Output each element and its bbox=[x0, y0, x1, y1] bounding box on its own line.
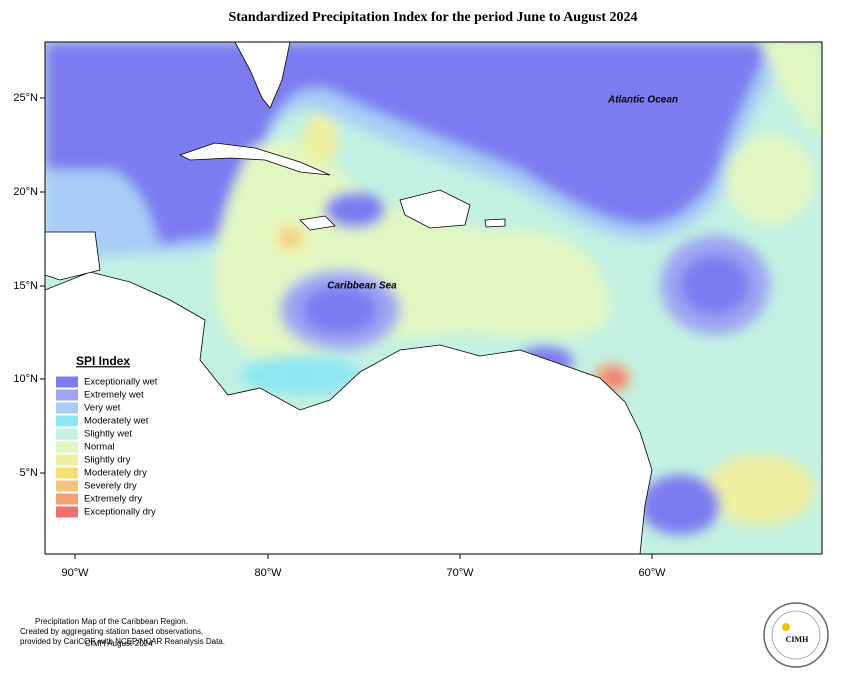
legend-swatch bbox=[56, 454, 78, 466]
logo-text: CIMH bbox=[786, 635, 809, 644]
legend-swatch bbox=[56, 441, 78, 453]
footer-line: provided by CariCOF, with NCEP/NCAR Rean… bbox=[20, 637, 225, 646]
lat-label: 10°N bbox=[13, 373, 38, 385]
legend-swatch bbox=[56, 480, 78, 492]
place-label: Atlantic Ocean bbox=[607, 95, 678, 106]
logo: CIMH bbox=[763, 602, 829, 668]
legend-swatch bbox=[56, 428, 78, 440]
legend-label: Severely dry bbox=[84, 481, 137, 492]
legend-label: Slightly wet bbox=[84, 429, 132, 440]
legend-label: Extremely dry bbox=[84, 494, 142, 505]
map-frame bbox=[44, 41, 823, 555]
lat-label: 20°N bbox=[13, 186, 38, 198]
legend-label: Very wet bbox=[84, 403, 121, 414]
legend-label: Exceptionally wet bbox=[84, 377, 158, 388]
spi-field bbox=[45, 42, 822, 554]
legend: Exceptionally wet Extremely wet Very wet Mo… bbox=[56, 376, 158, 518]
legend-label: Normal bbox=[84, 442, 115, 453]
legend-label: Moderately wet bbox=[84, 416, 149, 427]
legend-swatch bbox=[56, 467, 78, 479]
legend-swatch bbox=[56, 376, 78, 388]
lat-label: 5°N bbox=[20, 467, 39, 479]
lon-label: 90°W bbox=[61, 567, 89, 579]
legend-label: Extremely wet bbox=[84, 390, 144, 401]
lat-label: 25°N bbox=[13, 92, 38, 104]
legend-swatch bbox=[56, 415, 78, 427]
legend-title: SPI Index bbox=[76, 354, 130, 368]
place-label: Caribbean Sea bbox=[327, 281, 397, 292]
legend-swatch bbox=[56, 389, 78, 401]
footer: Precipitation Map of the Caribbean Regio… bbox=[20, 617, 225, 646]
legend-swatch bbox=[56, 506, 78, 518]
lon-label: 70°W bbox=[446, 567, 474, 579]
legend-label: Moderately dry bbox=[84, 468, 147, 479]
lat-label: 15°N bbox=[13, 280, 38, 292]
map-title: Standardized Precipitation Index for the… bbox=[228, 10, 637, 25]
legend-label: Slightly dry bbox=[84, 455, 131, 466]
legend-swatch bbox=[56, 493, 78, 505]
footer-line: Precipitation Map of the Caribbean Regio… bbox=[35, 617, 188, 626]
footer-line: Created by aggregating station based obs… bbox=[20, 627, 203, 636]
lon-label: 80°W bbox=[254, 567, 282, 579]
legend-swatch bbox=[56, 402, 78, 414]
legend-label: Exceptionally dry bbox=[84, 507, 156, 518]
lon-label: 60°W bbox=[638, 567, 666, 579]
footer-date: CIMH August-2024 bbox=[85, 639, 153, 648]
